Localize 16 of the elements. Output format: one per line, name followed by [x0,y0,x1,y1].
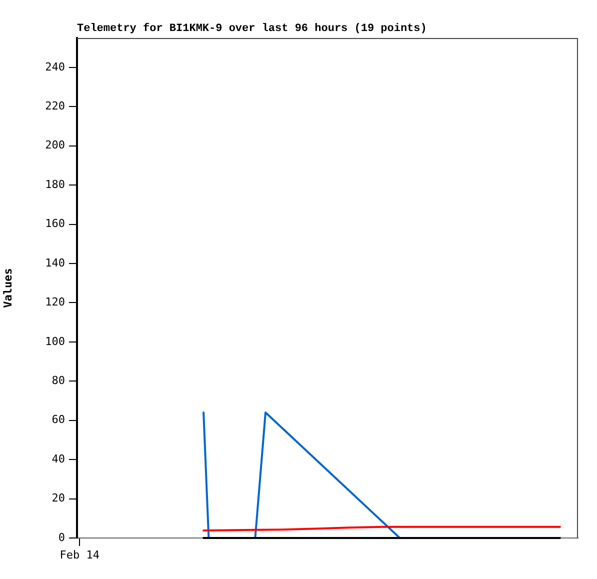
y-tick-label: 20 [52,492,65,505]
y-tick-label: 140 [45,256,65,270]
y-tick-label: 120 [45,296,65,309]
y-tick-label: 160 [45,217,65,230]
y-tick-label: 0 [58,530,65,544]
y-tick-label: 220 [45,99,65,112]
y-tick-label: 180 [45,178,65,191]
y-tick-label: 40 [52,452,65,466]
y-tick-label: 60 [52,413,65,426]
x-tick-label: Feb 14 [60,548,100,562]
y-tick-label: 100 [45,334,65,348]
y-tick-label: 200 [45,138,65,152]
y-tick-label: 240 [45,60,65,74]
chart-title: Telemetry for BI1KMK-9 over last 96 hours (19 points) [77,23,427,35]
y-tick-label: 80 [52,374,65,387]
y-axis-title: Values [1,268,14,308]
